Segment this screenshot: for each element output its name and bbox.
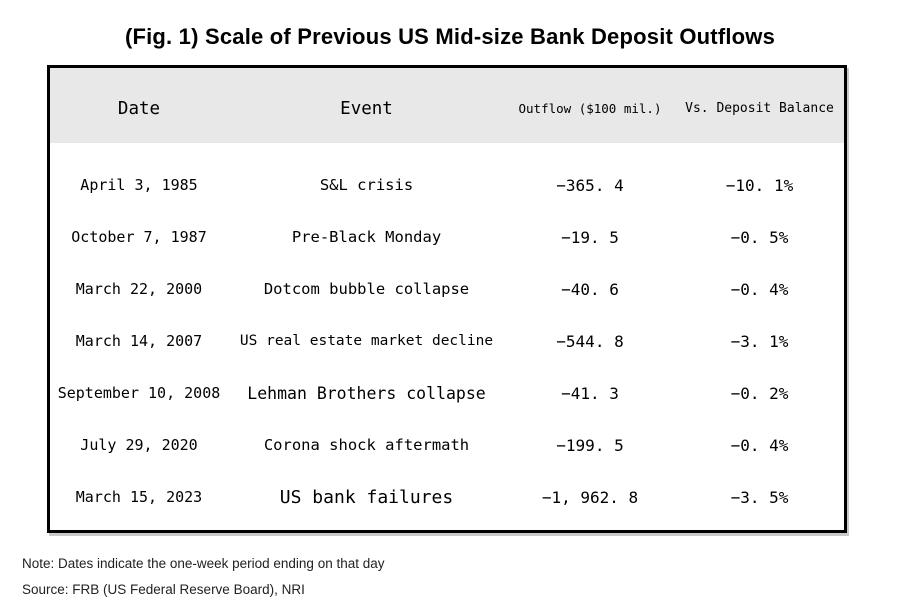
column-header-vs-deposit: Vs. Deposit Balance (685, 101, 834, 116)
note-text: Note: Dates indicate the one-week period… (22, 556, 385, 571)
column-header-outflow: Outflow ($100 mil.) (518, 101, 662, 116)
cell-vs-deposit: −0. 4% (730, 279, 789, 299)
table-row: March 22, 2000 Dotcom bubble collapse −4… (50, 263, 844, 315)
cell-outflow: −544. 8 (556, 331, 624, 351)
table-row: April 3, 1985 S&L crisis −365. 4 −10. 1% (50, 159, 844, 211)
deposit-outflow-table: Date Event Outflow ($100 mil.) Vs. Depos… (47, 65, 847, 533)
cell-vs-deposit: −3. 1% (730, 331, 789, 351)
cell-event: S&L crisis (319, 176, 414, 194)
cell-date: July 29, 2020 (80, 436, 198, 454)
cell-vs-deposit: −0. 5% (730, 227, 789, 247)
cell-event: Pre-Black Monday (291, 228, 442, 246)
table-row: July 29, 2020 Corona shock aftermath −19… (50, 419, 844, 471)
cell-date: April 3, 1985 (80, 176, 198, 194)
cell-vs-deposit: −10. 1% (725, 175, 794, 195)
table-body: April 3, 1985 S&L crisis −365. 4 −10. 1%… (50, 143, 844, 523)
cell-outflow: −19. 5 (561, 227, 619, 247)
footnotes: Note: Dates indicate the one-week period… (22, 551, 385, 603)
source-text: Source: FRB (US Federal Reserve Board), … (22, 582, 305, 597)
cell-outflow: −199. 5 (556, 435, 624, 455)
table-row: September 10, 2008 Lehman Brothers colla… (50, 367, 844, 419)
cell-event: US real estate market decline (239, 333, 494, 349)
figure-title: (Fig. 1) Scale of Previous US Mid-size B… (124, 24, 776, 49)
table-row: March 15, 2023 US bank failures −1, 962.… (50, 471, 844, 523)
cell-event: Lehman Brothers collapse (247, 383, 486, 403)
cell-date: March 14, 2007 (75, 332, 203, 350)
cell-date: September 10, 2008 (57, 384, 221, 402)
column-header-event: Event (340, 98, 393, 119)
cell-event: Corona shock aftermath (263, 436, 470, 454)
cell-outflow: −1, 962. 8 (541, 487, 639, 507)
table-row: October 7, 1987 Pre-Black Monday −19. 5 … (50, 211, 844, 263)
table-header-row: Date Event Outflow ($100 mil.) Vs. Depos… (50, 68, 844, 143)
cell-date: March 22, 2000 (75, 280, 203, 298)
cell-date: October 7, 1987 (71, 228, 207, 246)
cell-outflow: −41. 3 (561, 383, 619, 403)
cell-date: March 15, 2023 (75, 488, 203, 506)
cell-outflow: −365. 4 (556, 175, 624, 195)
cell-event: US bank failures (279, 486, 454, 508)
cell-vs-deposit: −0. 4% (730, 435, 789, 455)
column-header-date: Date (117, 98, 161, 119)
cell-vs-deposit: −0. 2% (730, 383, 789, 403)
cell-vs-deposit: −3. 5% (730, 487, 789, 507)
cell-outflow: −40. 6 (561, 279, 619, 299)
cell-event: Dotcom bubble collapse (263, 280, 470, 298)
table-row: March 14, 2007 US real estate market dec… (50, 315, 844, 367)
